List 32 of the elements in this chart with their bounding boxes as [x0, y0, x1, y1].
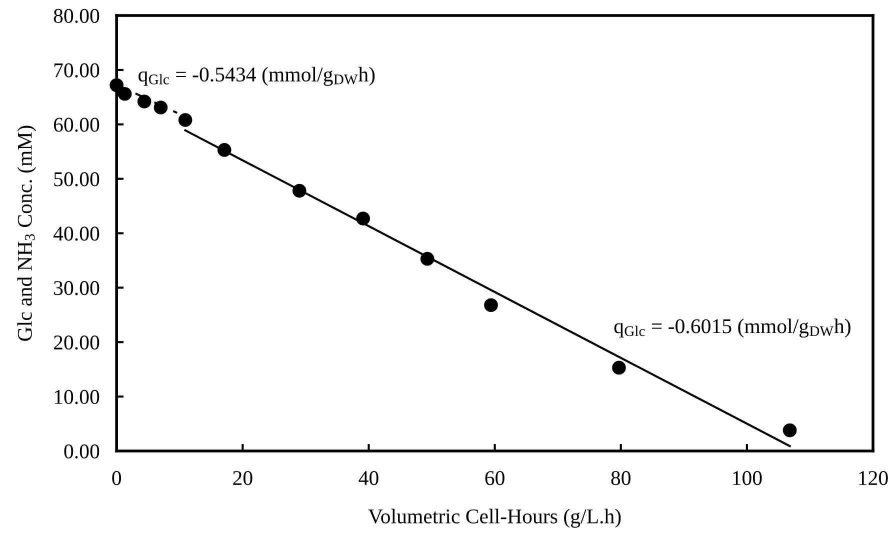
- point: [612, 360, 626, 375]
- x-tick-label: 0: [112, 471, 122, 486]
- point: [137, 94, 152, 108]
- annotation: q$_{Glc}$ = -0.6015 (mmol/g$_{DW}$h): [614, 318, 850, 338]
- y-tick-label: 60.00: [54, 118, 100, 132]
- y-axis-title: Glc and NH$_{3}$ Conc. (mM): [17, 126, 36, 341]
- point: [484, 298, 498, 312]
- y-tick-label: 70.00: [54, 63, 100, 78]
- y-tick-label: 80.00: [54, 8, 100, 24]
- point: [154, 100, 168, 114]
- x-tick-label: 80: [611, 471, 630, 486]
- y-tick-label: 0.00: [64, 444, 100, 459]
- point: [420, 252, 434, 266]
- point: [110, 78, 124, 92]
- x-tick-label: 40: [358, 471, 378, 486]
- point: [178, 113, 192, 127]
- point: [782, 423, 797, 438]
- x-tick-label: 100: [733, 471, 762, 486]
- point: [118, 86, 132, 101]
- y-tick-label: 10.00: [54, 390, 100, 404]
- point: [356, 212, 370, 226]
- y-tick-label: 20.00: [54, 336, 100, 350]
- y-tick-label: 30.00: [54, 281, 100, 296]
- point: [292, 184, 306, 198]
- annotation: q$_{Glc}$ = -0.5434 (mmol/g$_{DW}$h): [138, 66, 375, 86]
- point: [217, 143, 232, 157]
- y-tick-label: 50.00: [54, 172, 100, 186]
- x-tick-label: 20: [233, 471, 252, 486]
- x-axis-title: Volumetric Cell-Hours (g/L.h): [368, 508, 621, 528]
- y-tick-label: 40.00: [53, 226, 100, 241]
- x-tick-label: 120: [859, 471, 888, 486]
- x-tick-label: 60: [485, 471, 504, 486]
